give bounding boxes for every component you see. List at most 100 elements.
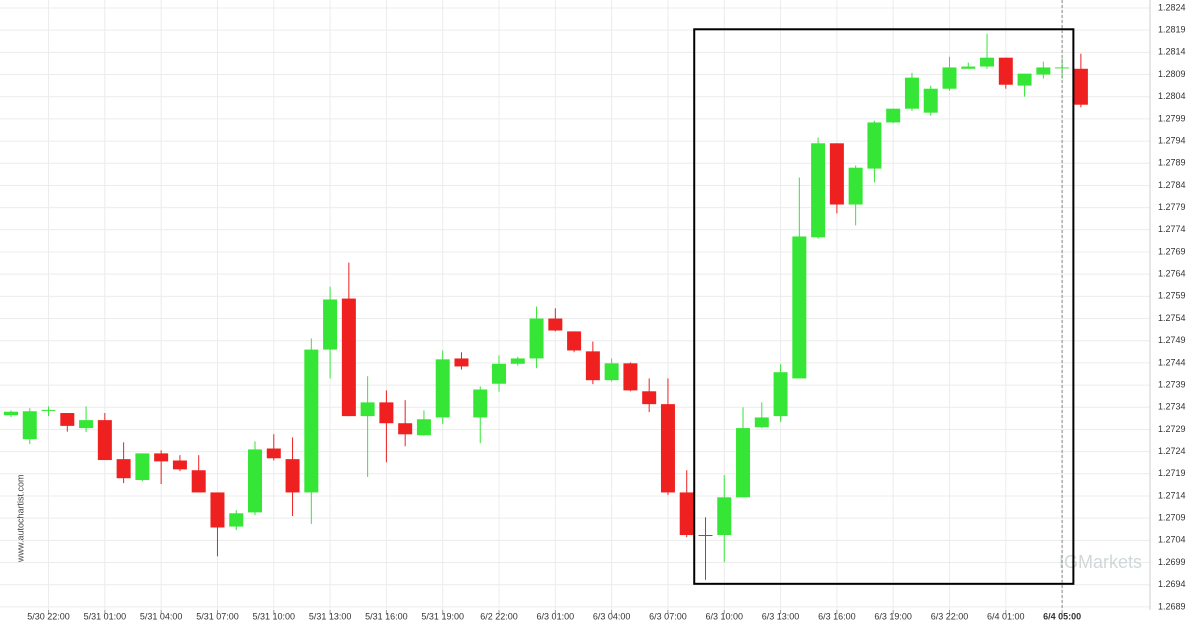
y-tick-label: 1.2734	[1158, 402, 1186, 412]
candle-body	[323, 299, 338, 350]
y-tick-label: 1.2799	[1158, 113, 1186, 123]
candle-body	[210, 492, 225, 528]
candle-body	[398, 423, 413, 435]
x-tick-label: 6/3 04:00	[593, 611, 631, 621]
candle-body	[116, 459, 131, 479]
candle-body	[454, 358, 469, 367]
candle-body	[923, 88, 938, 113]
candle-body	[529, 318, 544, 359]
candle-body	[266, 448, 281, 459]
y-tick-label: 1.2794	[1158, 135, 1186, 145]
x-tick-label: 6/3 10:00	[705, 611, 743, 621]
y-tick-label: 1.2769	[1158, 246, 1186, 256]
candle-body	[604, 363, 619, 381]
y-tick-label: 1.2789	[1158, 158, 1186, 168]
candle-body	[980, 57, 995, 67]
candle-body	[998, 57, 1013, 85]
y-tick-label: 1.2699	[1158, 557, 1186, 567]
y-tick-label: 1.2709	[1158, 513, 1186, 523]
x-tick-label: 6/3 07:00	[649, 611, 687, 621]
y-tick-label: 1.2774	[1158, 224, 1186, 234]
candle-body	[473, 389, 488, 418]
candle-body	[585, 351, 600, 381]
candle-body	[304, 349, 319, 493]
candle-body	[642, 391, 657, 405]
x-tick-label: 5/31 07:00	[196, 611, 239, 621]
candle-body	[172, 460, 187, 470]
y-tick-label: 1.2714	[1158, 490, 1186, 500]
candle-body	[22, 411, 37, 440]
y-tick-label: 1.2764	[1158, 269, 1186, 279]
candle-body	[942, 67, 957, 89]
candle-body	[548, 318, 563, 331]
candle-body	[41, 409, 56, 411]
candle-body	[4, 411, 18, 416]
x-tick-label: 5/31 04:00	[140, 611, 183, 621]
candle-body	[229, 513, 244, 527]
candle-body	[567, 331, 582, 351]
candle-body	[191, 470, 206, 493]
x-tick-label: 5/30 22:00	[27, 611, 70, 621]
candle-body	[379, 402, 394, 424]
x-tick-label: 5/31 10:00	[253, 611, 296, 621]
y-tick-label: 1.2744	[1158, 357, 1186, 367]
candle-body	[717, 497, 732, 536]
candle-body	[848, 167, 863, 205]
y-tick-label: 1.2784	[1158, 180, 1186, 190]
x-tick-label: 6/4 01:00	[987, 611, 1025, 621]
candle-body	[698, 535, 713, 537]
y-tick-label: 1.2804	[1158, 91, 1186, 101]
y-tick-label: 1.2694	[1158, 579, 1186, 589]
y-tick-label: 1.2759	[1158, 291, 1186, 301]
candle-body	[660, 404, 675, 493]
x-tick-label: 5/31 13:00	[309, 611, 352, 621]
candle-body	[773, 372, 788, 417]
x-tick-label: 5/31 01:00	[84, 611, 127, 621]
candle-body	[811, 143, 826, 238]
candle-body	[341, 298, 356, 417]
candle-body	[285, 459, 300, 493]
y-tick-label: 1.2704	[1158, 535, 1186, 545]
y-tick-label: 1.2809	[1158, 69, 1186, 79]
candle-body	[492, 363, 507, 384]
candle-body	[154, 453, 169, 462]
candle-body	[886, 108, 901, 123]
y-tick-label: 1.2724	[1158, 446, 1186, 456]
candle-body	[736, 428, 751, 498]
y-tick-label: 1.2729	[1158, 424, 1186, 434]
candle-body	[248, 449, 263, 513]
candle-body	[79, 420, 94, 429]
x-tick-label: 6/3 16:00	[818, 611, 856, 621]
x-tick-label: 6/3 13:00	[762, 611, 800, 621]
candle-body	[867, 122, 882, 169]
logo: IGMarkets	[1059, 552, 1142, 572]
candle-body	[360, 402, 375, 417]
candle-body	[792, 236, 807, 379]
watermark: www.autochartist.com	[15, 474, 25, 563]
candle-body	[416, 419, 431, 436]
x-tick-label: 6/3 01:00	[537, 611, 575, 621]
candle-body	[1073, 68, 1088, 105]
y-tick-label: 1.2814	[1158, 47, 1186, 57]
candle-body	[510, 358, 525, 364]
candle-body	[623, 363, 638, 391]
pattern-box	[693, 28, 1075, 585]
y-tick-label: 1.2739	[1158, 379, 1186, 389]
candle-body	[97, 420, 112, 461]
candle-body	[829, 143, 844, 205]
y-tick-label: 1.2749	[1158, 335, 1186, 345]
y-tick-label: 1.2779	[1158, 202, 1186, 212]
x-tick-label: 6/3 19:00	[874, 611, 912, 621]
y-tick-label: 1.2824	[1158, 2, 1186, 12]
y-tick-label: 1.2754	[1158, 313, 1186, 323]
y-tick-label: 1.2819	[1158, 25, 1186, 35]
candle-body	[135, 453, 150, 481]
candle-body	[1036, 67, 1051, 75]
x-tick-label: 5/31 16:00	[365, 611, 408, 621]
y-tick-label: 1.2689	[1158, 601, 1186, 611]
x-tick-label: 5/31 19:00	[421, 611, 464, 621]
candle-body	[435, 359, 450, 418]
y-tick-label: 1.2719	[1158, 468, 1186, 478]
